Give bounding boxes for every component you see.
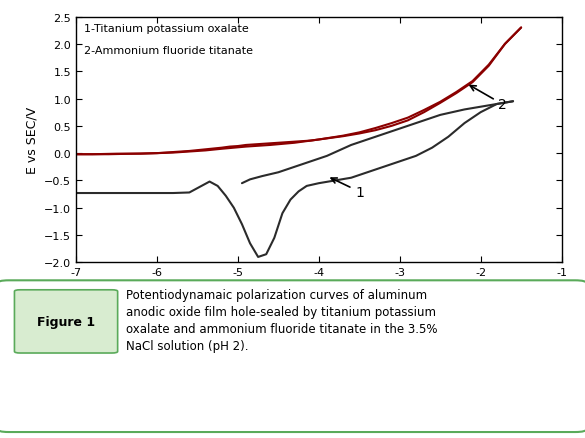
X-axis label: Current density(log scale)/A·cm⁻²: Current density(log scale)/A·cm⁻²: [214, 283, 424, 296]
Text: 2: 2: [470, 86, 507, 112]
FancyBboxPatch shape: [15, 290, 118, 353]
Text: Potentiodynamaic polarization curves of aluminum
anodic oxide film hole-sealed b: Potentiodynamaic polarization curves of …: [126, 289, 438, 353]
Text: Figure 1: Figure 1: [37, 315, 95, 328]
Y-axis label: E vs SEC/V: E vs SEC/V: [26, 107, 39, 173]
Text: 1-Titanium potassium oxalate: 1-Titanium potassium oxalate: [84, 24, 249, 34]
Text: 2-Ammonium fluoride titanate: 2-Ammonium fluoride titanate: [84, 46, 253, 56]
FancyBboxPatch shape: [0, 281, 585, 432]
Text: 1: 1: [331, 179, 364, 199]
